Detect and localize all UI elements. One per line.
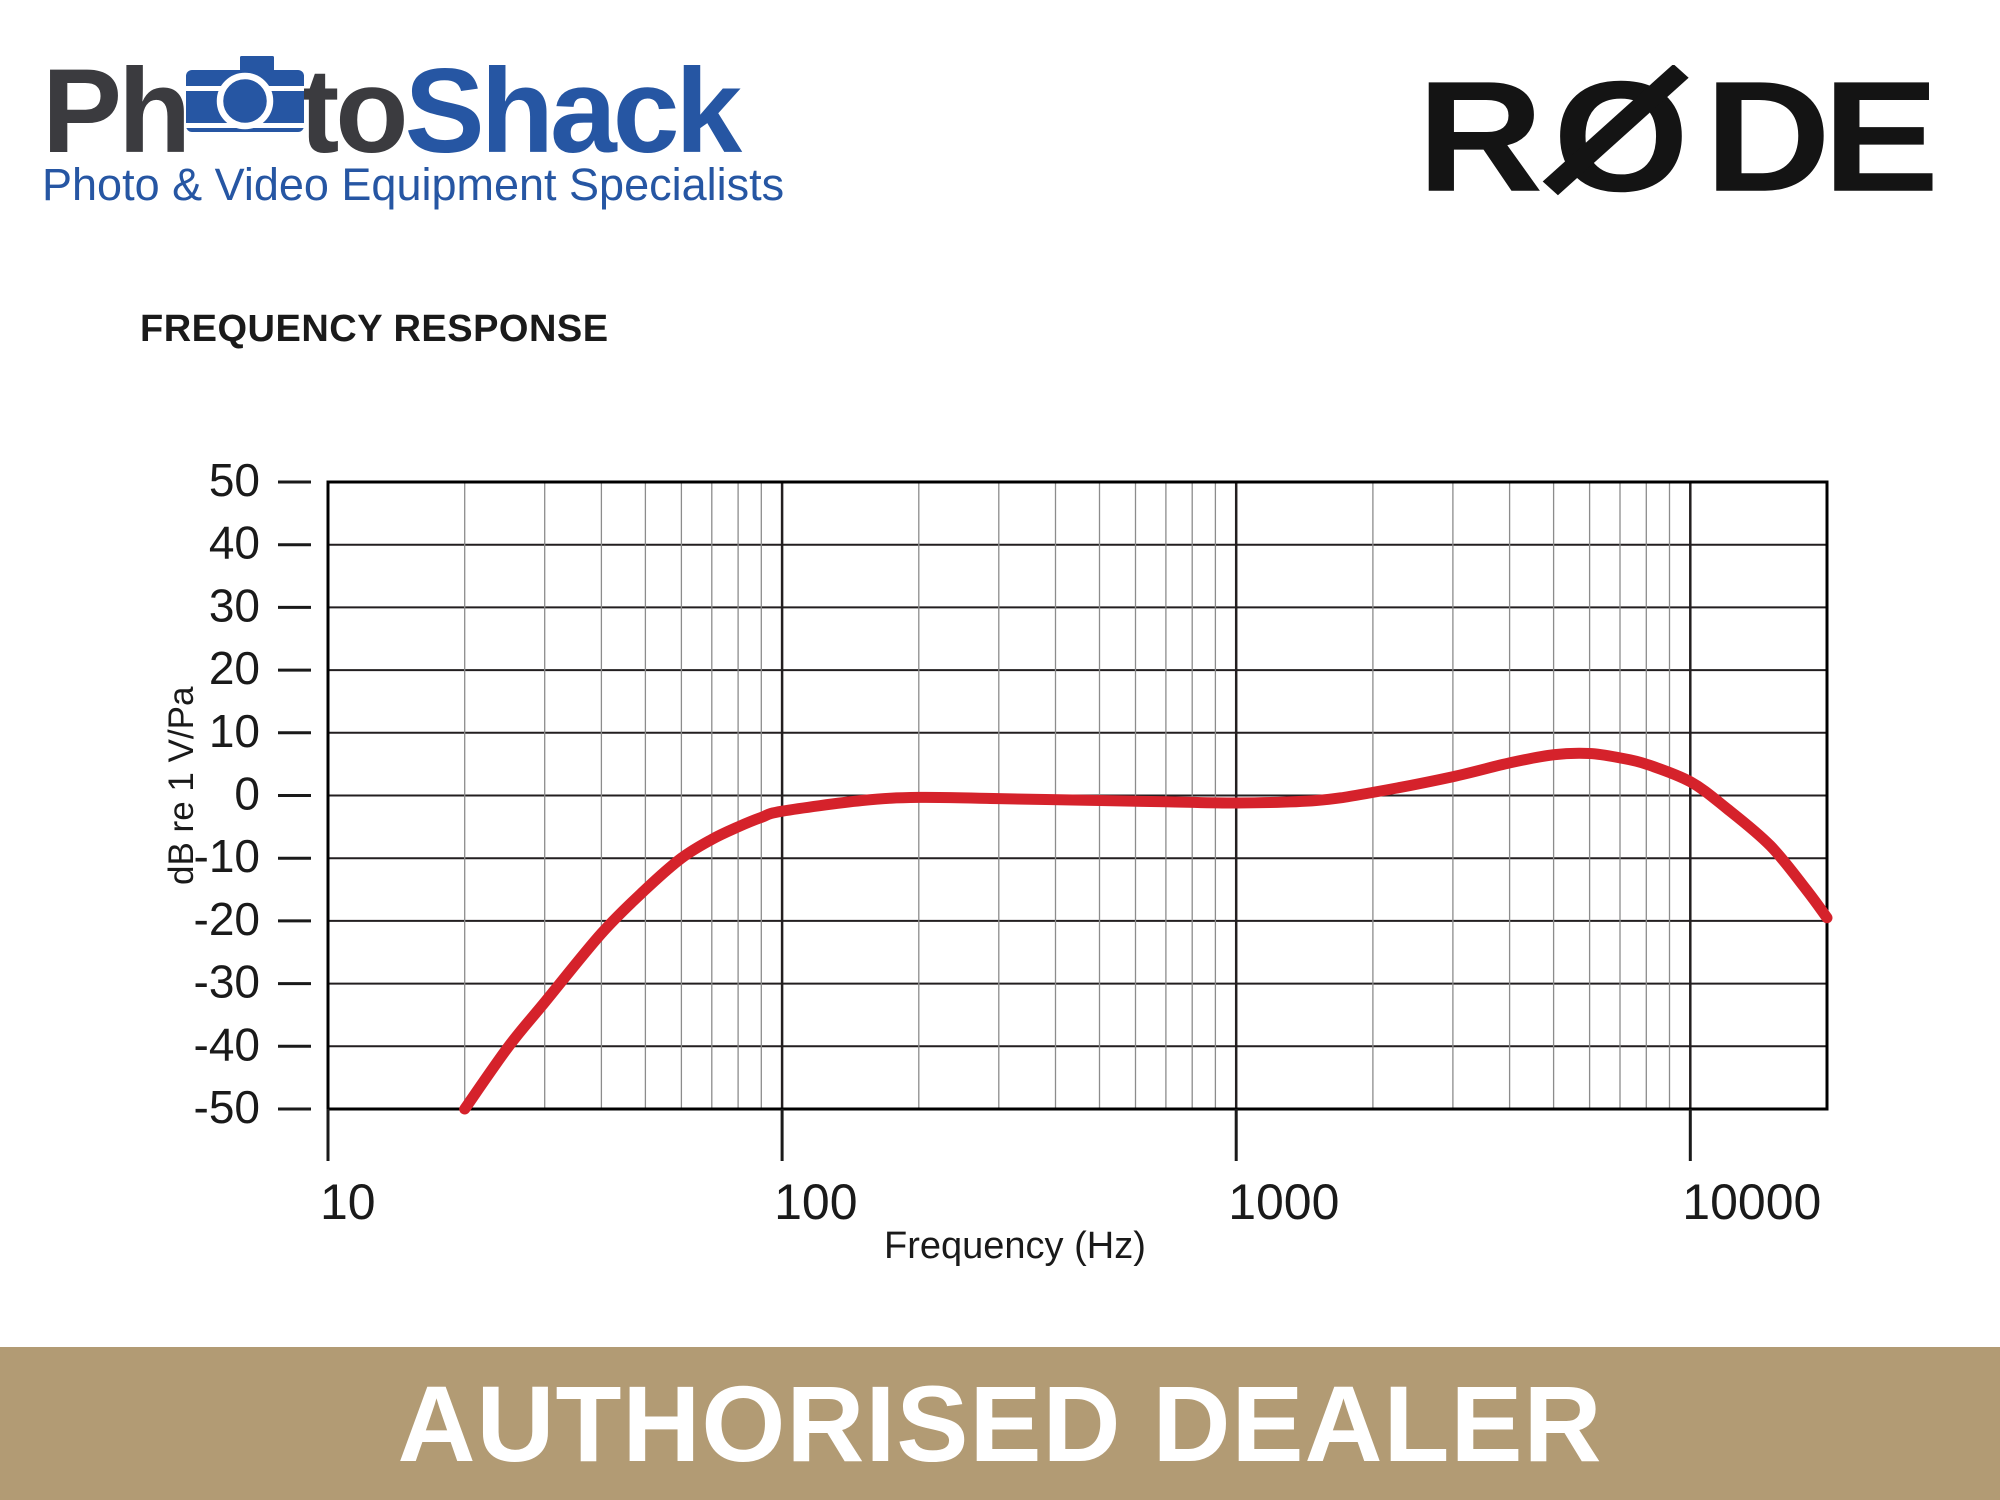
svg-text:20: 20 [209,642,260,694]
svg-text:Frequency (Hz): Frequency (Hz) [884,1225,1146,1267]
svg-text:40: 40 [209,517,260,569]
svg-text:1000: 1000 [1228,1174,1339,1230]
svg-text:10: 10 [320,1174,376,1230]
svg-text:100: 100 [774,1174,857,1230]
svg-text:10000: 10000 [1682,1174,1821,1230]
svg-text:-10: -10 [194,830,260,882]
svg-text:dB re 1 V/Pa: dB re 1 V/Pa [162,686,201,885]
svg-text:-20: -20 [194,893,260,945]
svg-text:-30: -30 [194,956,260,1008]
svg-text:50: 50 [209,454,260,506]
svg-text:-50: -50 [194,1081,260,1133]
svg-text:0: 0 [234,768,260,820]
svg-text:10: 10 [209,705,260,757]
svg-text:30: 30 [209,579,260,631]
svg-text:-40: -40 [194,1018,260,1070]
